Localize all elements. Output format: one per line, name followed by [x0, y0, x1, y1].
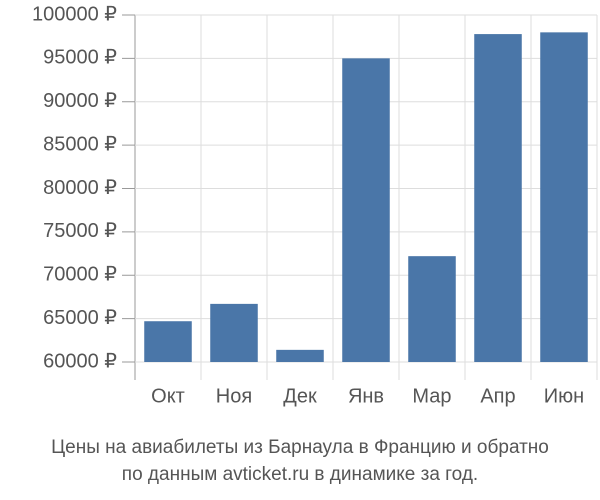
- y-tick-label: 85000 ₽: [43, 133, 117, 155]
- bar: [474, 34, 522, 363]
- x-tick-label: Янв: [348, 385, 384, 407]
- x-tick-label: Дек: [283, 385, 317, 407]
- x-tick-label: Мар: [412, 385, 451, 407]
- y-tick-label: 90000 ₽: [43, 90, 117, 112]
- y-tick-label: 75000 ₽: [43, 220, 117, 242]
- y-tick-label: 100000 ₽: [32, 3, 117, 25]
- bar: [210, 303, 258, 362]
- x-tick-label: Апр: [480, 385, 515, 407]
- x-tick-label: Июн: [544, 385, 584, 407]
- y-tick-label: 60000 ₽: [43, 350, 117, 372]
- y-tick-label: 80000 ₽: [43, 177, 117, 199]
- x-tick-label: Ноя: [216, 385, 252, 407]
- chart-title: по данным avticket.ru в динамике за год.: [122, 464, 478, 485]
- x-tick-label: Окт: [151, 385, 185, 407]
- y-tick-label: 65000 ₽: [43, 307, 117, 329]
- bar: [342, 58, 390, 362]
- chart-title: Цены на авиабилеты из Барнаула в Францию…: [51, 437, 549, 458]
- y-tick-label: 95000 ₽: [43, 47, 117, 69]
- bar: [540, 32, 588, 362]
- bar: [144, 321, 192, 362]
- bar: [276, 349, 324, 362]
- y-tick-label: 70000 ₽: [43, 264, 117, 286]
- bar: [408, 256, 456, 362]
